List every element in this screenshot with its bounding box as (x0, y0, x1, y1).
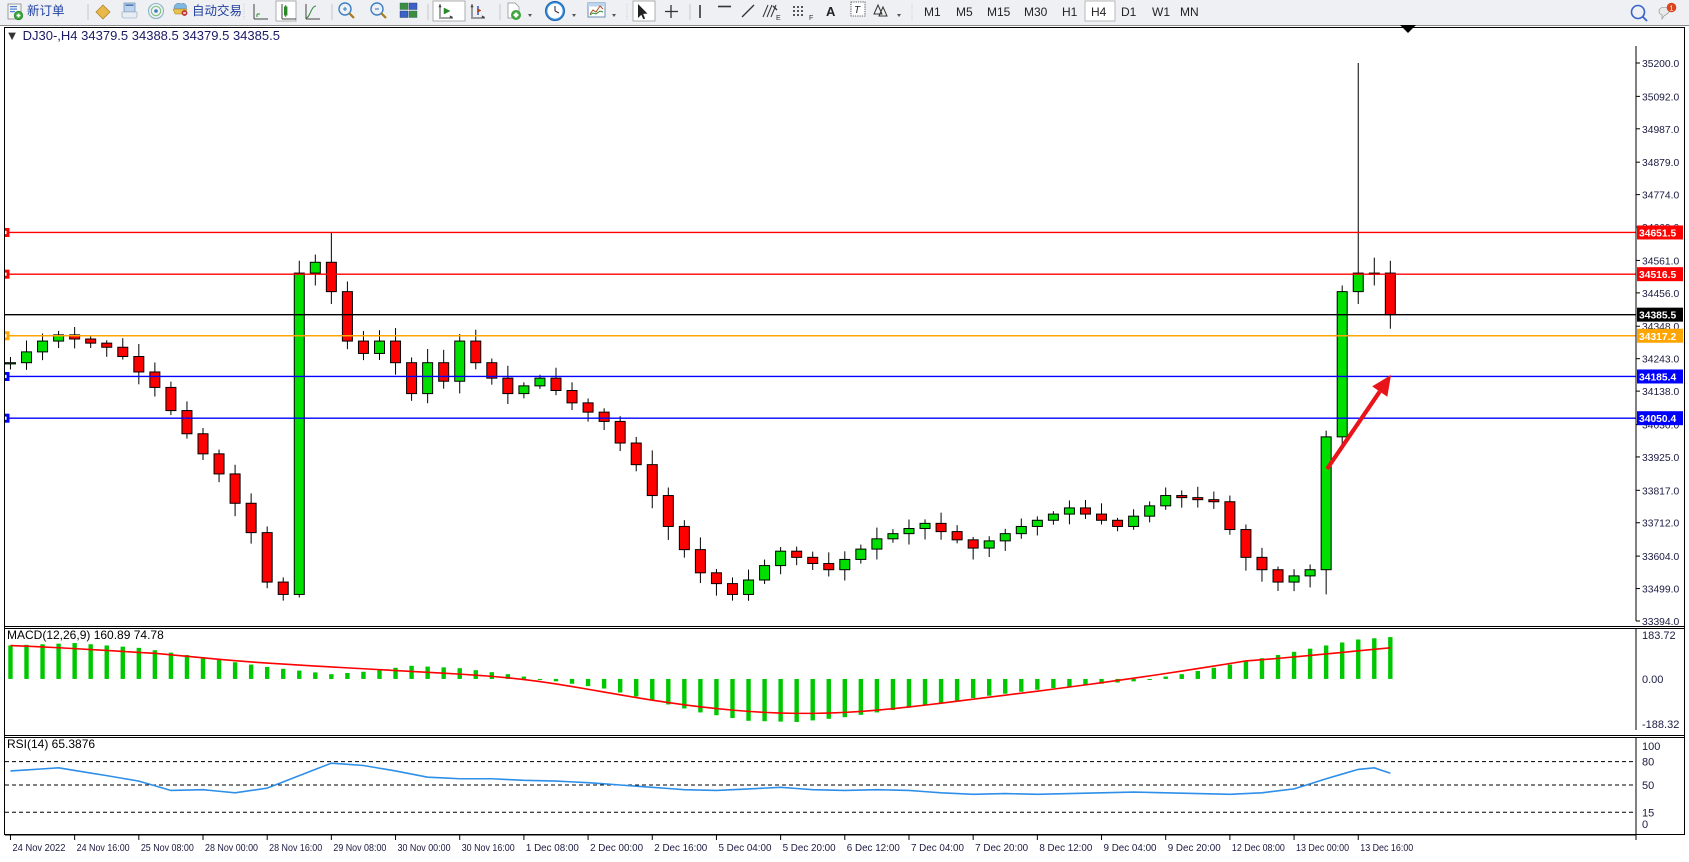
svg-text:33712.0: 33712.0 (1642, 519, 1679, 530)
svg-text:M1: M1 (924, 5, 941, 19)
svg-text:13 Dec 16:00: 13 Dec 16:00 (1360, 843, 1413, 854)
svg-text:34385.5: 34385.5 (1639, 311, 1676, 322)
svg-text:5 Dec 20:00: 5 Dec 20:00 (783, 843, 836, 854)
svg-text:新订单: 新订单 (27, 3, 65, 18)
svg-text:34243.0: 34243.0 (1642, 355, 1679, 366)
svg-text:6 Dec 12:00: 6 Dec 12:00 (847, 843, 900, 854)
svg-text:80: 80 (1642, 757, 1654, 769)
svg-text:H1: H1 (1062, 5, 1078, 19)
svg-text:33925.0: 33925.0 (1642, 453, 1679, 464)
svg-text:5 Dec 04:00: 5 Dec 04:00 (718, 843, 771, 854)
svg-text:35200.0: 35200.0 (1642, 59, 1679, 70)
svg-text:183.72: 183.72 (1642, 630, 1676, 642)
svg-text:自动交易: 自动交易 (192, 3, 242, 18)
svg-text:34456.0: 34456.0 (1642, 289, 1679, 300)
svg-text:MACD(12,26,9) 160.89 74.78: MACD(12,26,9) 160.89 74.78 (7, 629, 164, 642)
svg-text:RSI(14) 65.3876: RSI(14) 65.3876 (7, 737, 95, 751)
svg-text:12 Dec 08:00: 12 Dec 08:00 (1232, 843, 1285, 854)
svg-text:9 Dec 04:00: 9 Dec 04:00 (1104, 843, 1157, 854)
svg-text:100: 100 (1642, 741, 1660, 753)
svg-text:34561.0: 34561.0 (1642, 256, 1679, 267)
svg-text:0.00: 0.00 (1642, 674, 1663, 686)
svg-text:28 Nov 16:00: 28 Nov 16:00 (269, 843, 322, 854)
svg-text:A: A (826, 4, 836, 19)
svg-text:34651.5: 34651.5 (1639, 228, 1676, 239)
svg-text:H4: H4 (1091, 5, 1107, 19)
svg-text:W1: W1 (1152, 5, 1170, 19)
svg-text:24 Nov 16:00: 24 Nov 16:00 (77, 843, 130, 854)
svg-text:-188.32: -188.32 (1642, 719, 1679, 731)
svg-text:34987.0: 34987.0 (1642, 125, 1679, 136)
svg-text:34138.0: 34138.0 (1642, 387, 1679, 398)
svg-text:2 Dec 16:00: 2 Dec 16:00 (654, 843, 707, 854)
svg-text:9 Dec 20:00: 9 Dec 20:00 (1168, 843, 1221, 854)
svg-text:33499.0: 33499.0 (1642, 585, 1679, 596)
svg-text:30 Nov 00:00: 30 Nov 00:00 (398, 843, 451, 854)
svg-text:7 Dec 20:00: 7 Dec 20:00 (975, 843, 1028, 854)
svg-text:7 Dec 04:00: 7 Dec 04:00 (911, 843, 964, 854)
svg-text:34879.0: 34879.0 (1642, 158, 1679, 169)
svg-text:29 Nov 08:00: 29 Nov 08:00 (333, 843, 386, 854)
svg-text:1: 1 (1669, 4, 1673, 13)
svg-text:15: 15 (1642, 807, 1654, 819)
svg-text:1 Dec 08:00: 1 Dec 08:00 (526, 843, 579, 854)
svg-text:2 Dec 00:00: 2 Dec 00:00 (590, 843, 643, 854)
svg-text:24 Nov 2022: 24 Nov 2022 (12, 843, 65, 854)
svg-text:M15: M15 (987, 5, 1011, 19)
svg-text:T: T (854, 5, 861, 16)
svg-text:F: F (809, 15, 813, 22)
svg-text:D1: D1 (1121, 5, 1137, 19)
svg-text:E: E (776, 15, 781, 22)
svg-text:30 Nov 16:00: 30 Nov 16:00 (462, 843, 515, 854)
svg-text:33604.0: 33604.0 (1642, 552, 1679, 563)
svg-text:M5: M5 (956, 5, 973, 19)
svg-text:34516.5: 34516.5 (1639, 270, 1676, 281)
svg-text:0: 0 (1642, 819, 1648, 831)
svg-text:33817.0: 33817.0 (1642, 486, 1679, 497)
svg-text:8 Dec 12:00: 8 Dec 12:00 (1039, 843, 1092, 854)
svg-text:34774.0: 34774.0 (1642, 191, 1679, 202)
svg-text:M30: M30 (1024, 5, 1048, 19)
svg-text:34317.2: 34317.2 (1639, 332, 1676, 343)
svg-text:34185.4: 34185.4 (1639, 372, 1676, 383)
svg-text:MN: MN (1180, 5, 1199, 19)
svg-text:25 Nov 08:00: 25 Nov 08:00 (141, 843, 194, 854)
svg-text:34050.4: 34050.4 (1639, 414, 1676, 425)
svg-text:13 Dec 00:00: 13 Dec 00:00 (1296, 843, 1349, 854)
svg-text:35092.0: 35092.0 (1642, 92, 1679, 103)
svg-text:28 Nov 00:00: 28 Nov 00:00 (205, 843, 258, 854)
svg-text:50: 50 (1642, 780, 1654, 792)
